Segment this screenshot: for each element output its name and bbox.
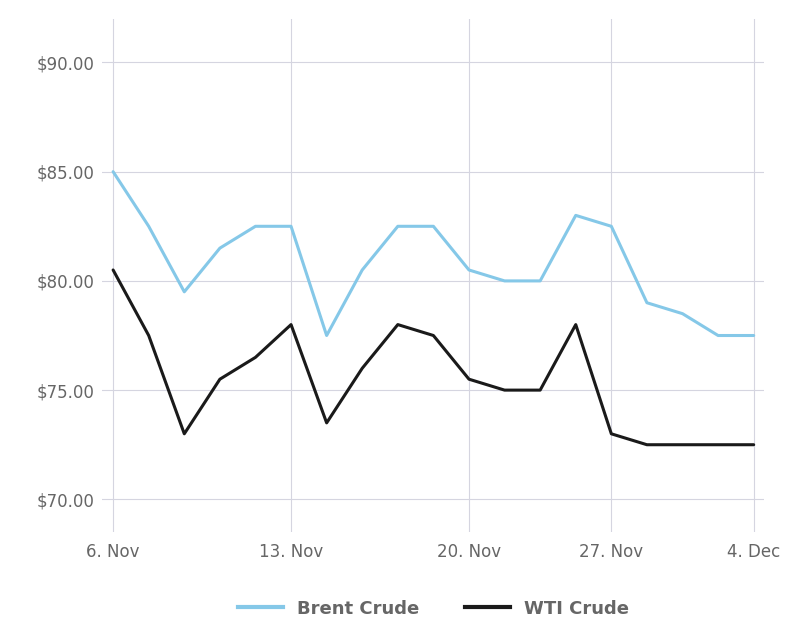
Legend: Brent Crude, WTI Crude: Brent Crude, WTI Crude bbox=[230, 592, 637, 625]
